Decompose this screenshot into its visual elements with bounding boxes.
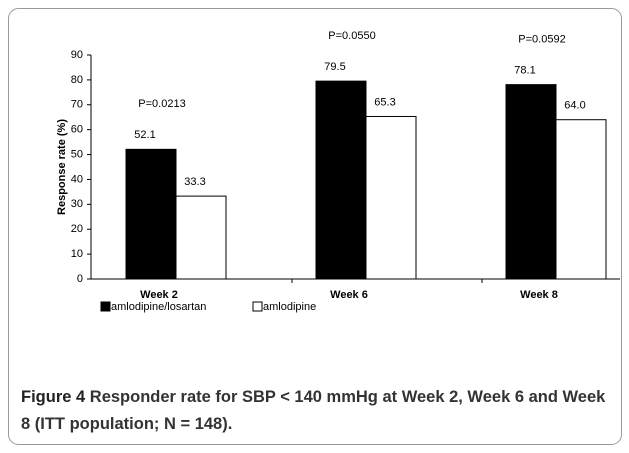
bar <box>175 195 227 280</box>
value-label: 33.3 <box>184 176 205 188</box>
y-tick-label: 20 <box>71 223 83 235</box>
annotation: P=0.0213 <box>138 98 185 110</box>
y-tick-label: 30 <box>71 198 83 210</box>
bar <box>555 119 607 280</box>
annotation: P=0.0550 <box>328 30 375 42</box>
y-tick-label: 60 <box>71 124 83 136</box>
value-label: 79.5 <box>324 61 345 73</box>
legend-label: amlodipine <box>263 301 316 313</box>
figure-frame <box>8 8 622 445</box>
bar <box>505 84 557 280</box>
caption-label: Figure 4 <box>21 388 86 406</box>
x-tick-label: Week 6 <box>330 289 368 301</box>
value-label: 52.1 <box>134 129 155 141</box>
annotation: P=0.0592 <box>518 34 565 46</box>
bar <box>125 148 177 280</box>
y-tick-label: 40 <box>71 173 83 185</box>
legend-swatch <box>100 301 111 312</box>
y-tick-label: 70 <box>71 99 83 111</box>
caption: Figure 4 Responder rate for SBP < 140 mm… <box>21 384 616 438</box>
legend-swatch <box>252 301 263 312</box>
bar <box>315 80 367 280</box>
y-tick-label: 10 <box>71 248 83 260</box>
y-axis-label: Response rate (%) <box>56 119 68 215</box>
bar <box>365 115 417 280</box>
value-label: 65.3 <box>374 96 395 108</box>
caption-text: Responder rate for SBP < 140 mmHg at Wee… <box>21 388 606 433</box>
y-tick-label: 90 <box>71 49 83 61</box>
legend-label: amlodipine/losartan <box>111 301 206 313</box>
y-tick-label: 50 <box>71 148 83 160</box>
y-tick-label: 80 <box>71 74 83 86</box>
value-label: 64.0 <box>564 100 585 112</box>
value-label: 78.1 <box>514 65 535 77</box>
y-tick-label: 0 <box>77 273 83 285</box>
x-tick-label: Week 8 <box>520 289 558 301</box>
x-tick-label: Week 2 <box>140 289 178 301</box>
